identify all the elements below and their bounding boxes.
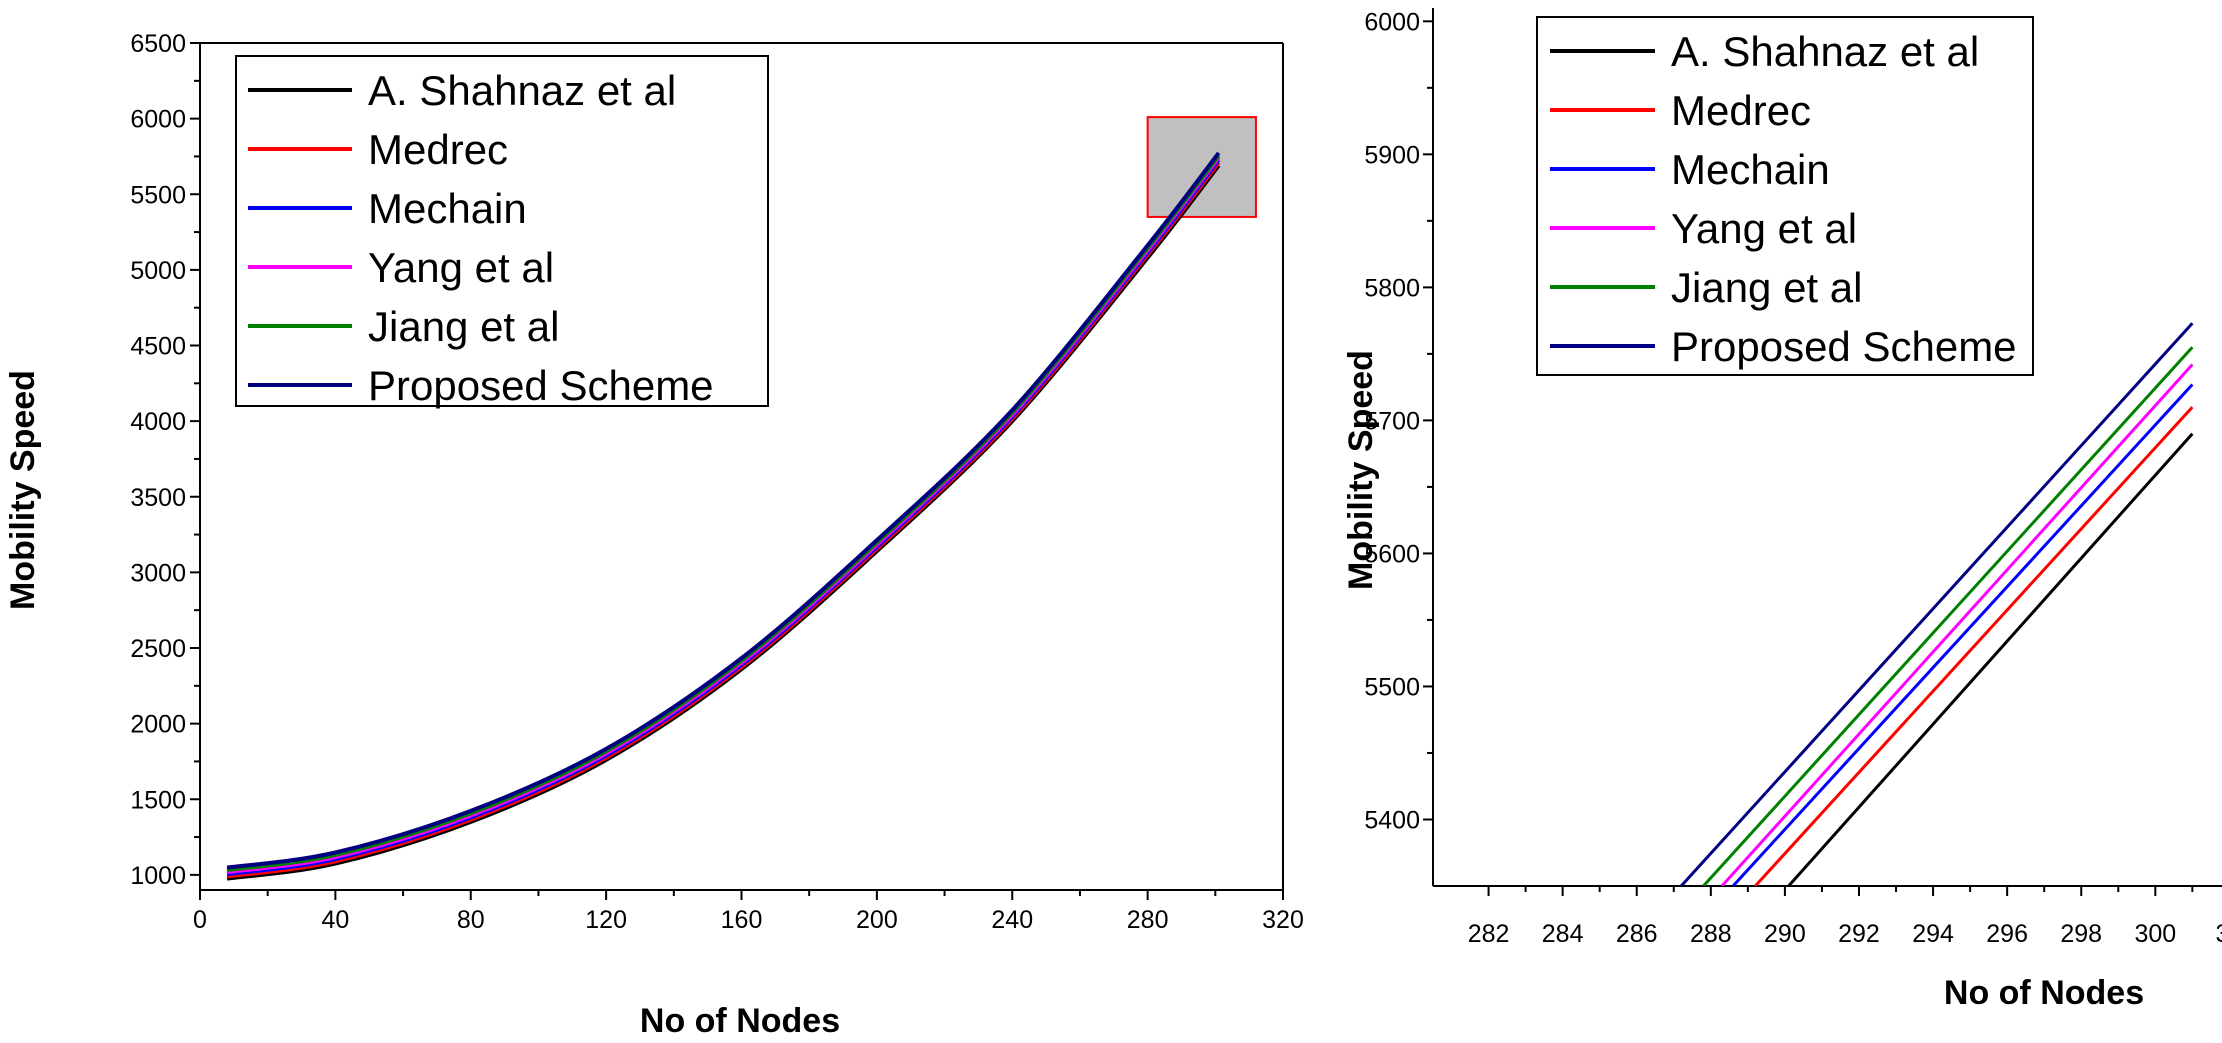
legend-label: Proposed Scheme	[1671, 323, 2017, 370]
x-tick-label: 160	[721, 906, 763, 934]
series-group	[226, 151, 1221, 881]
x-tick-label: 200	[856, 906, 898, 934]
legend-label: Mechain	[368, 185, 527, 232]
legend-label: A. Shahnaz et al	[368, 67, 676, 114]
legend-box	[1536, 16, 2034, 376]
legend-label: Proposed Scheme	[368, 362, 714, 409]
x-tick-label: 320	[1262, 906, 1304, 934]
y-axis-title: Mobility Speed	[1342, 350, 1380, 590]
legend-label: Yang et al	[1671, 205, 1857, 252]
x-tick-label: 294	[1912, 920, 1954, 948]
y-tick-label: 4500	[130, 333, 186, 361]
x-tick-label: 292	[1838, 920, 1880, 948]
x-tick-label: 40	[321, 906, 349, 934]
x-tick-label: 30	[2216, 920, 2222, 948]
y-tick-label: 5900	[1364, 141, 1420, 169]
x-tick-label: 298	[2060, 920, 2102, 948]
left-chart: 0 40 80 120 160 200 240 280 320 1000 1500 2000 2500 3…	[4, 30, 1304, 1040]
legend-label: Jiang et al	[1671, 264, 1862, 311]
x-tick-label: 0	[193, 906, 207, 934]
x-tick-label: 284	[1542, 920, 1584, 948]
x-tick-label: 240	[991, 906, 1033, 934]
x-tick-label: 280	[1127, 906, 1169, 934]
x-tick-label: 282	[1468, 920, 1510, 948]
x-tick-label: 286	[1616, 920, 1658, 948]
x-tick-label: 120	[585, 906, 627, 934]
y-tick-label: 5600	[1364, 540, 1420, 568]
x-axis-title: No of Nodes	[1944, 974, 2144, 1012]
legend-label: Yang et al	[368, 244, 554, 291]
y-tick-label: 6000	[130, 106, 186, 134]
y-tick-label: 5500	[130, 181, 186, 209]
series-line	[1787, 432, 2194, 886]
y-tick-label: 1500	[130, 786, 186, 814]
y-axis-title: Mobility Speed	[4, 370, 42, 610]
y-tick-label: 5800	[1364, 274, 1420, 302]
y-tick-label: 4000	[130, 408, 186, 436]
x-tick-label: 290	[1764, 920, 1806, 948]
x-tick-label: 80	[457, 906, 485, 934]
series-line	[226, 151, 1221, 870]
y-tick-label: 6000	[1364, 8, 1420, 36]
series-group	[1680, 322, 2194, 886]
legend-label: A. Shahnaz et al	[1671, 28, 1979, 75]
y-tick-label: 5500	[1364, 673, 1420, 701]
series-line	[1680, 322, 2194, 886]
y-tick-label: 5000	[130, 257, 186, 285]
series-line	[1754, 406, 2194, 886]
series-line	[1720, 363, 2194, 886]
right-zoom-chart: 282 284 286 288 290 292 294 296 298 300 30 5400 5500…	[1342, 8, 2222, 1012]
series-line	[1731, 383, 2194, 886]
y-tick-label: 2000	[130, 711, 186, 739]
y-tick-label: 6500	[130, 30, 186, 58]
y-tick-label: 3000	[130, 559, 186, 587]
x-axis-title: No of Nodes	[640, 1002, 840, 1040]
y-tick-label: 5400	[1364, 806, 1420, 834]
y-tick-label: 3500	[130, 484, 186, 512]
y-tick-label: 2500	[130, 635, 186, 663]
legend-box	[235, 55, 769, 407]
y-tick-label: 5700	[1364, 407, 1420, 435]
legend-label: Medrec	[1671, 87, 1811, 134]
legend-label: Mechain	[1671, 146, 1830, 193]
y-tick-label: 1000	[130, 862, 186, 890]
series-line	[1702, 346, 2194, 886]
x-tick-label: 300	[2134, 920, 2176, 948]
legend-label: Jiang et al	[368, 303, 559, 350]
legend-label: Medrec	[368, 126, 508, 173]
x-tick-label: 296	[1986, 920, 2028, 948]
zoom-highlight-box	[1146, 116, 1257, 218]
x-tick-label: 288	[1690, 920, 1732, 948]
